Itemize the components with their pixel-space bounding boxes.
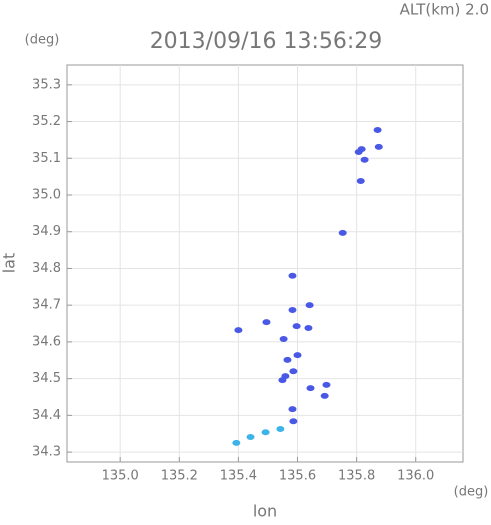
y-unit: (deg) [25,33,60,48]
x-tick-label: 135.0 [102,469,139,484]
echo-blob [283,356,292,363]
chart-subtitle: ALT(km) 2.0 [400,1,489,19]
x-unit: (deg) [454,485,489,500]
plot-frame [66,64,464,463]
x-tick-label: 135.2 [161,469,198,484]
x-tick-label: 135.8 [338,469,375,484]
echo-blob [373,127,382,134]
echo-blob [305,302,314,309]
y-tick-label: 35.2 [32,114,61,129]
echo-blob [246,434,255,441]
x-tick-label: 136.0 [397,469,434,484]
y-tick-label: 34.5 [32,371,61,386]
chart-title: 2013/09/16 13:56:29 [150,29,383,54]
echo-blob [374,143,383,150]
echo-blob [357,146,366,153]
y-tick-label: 35.0 [32,188,61,203]
echo-blob [306,385,315,392]
echo-blob [304,324,313,331]
echo-blob [234,327,243,334]
y-tick-label: 34.8 [32,261,61,276]
echo-blob [262,319,271,326]
y-tick-label: 34.7 [32,298,61,313]
echo-blob [292,323,301,330]
y-axis-label: lat [0,253,19,274]
y-tick-label: 34.9 [32,224,61,239]
echo-blob [320,392,329,399]
echo-blob [293,352,302,359]
echo-blob [360,156,369,163]
echo-blob [288,406,297,413]
echo-blob [288,272,297,279]
echo-blob [288,306,297,313]
x-tick-label: 135.6 [279,469,316,484]
x-tick-label: 135.4 [220,469,257,484]
echo-blob [338,229,347,236]
echo-blob [289,418,298,425]
echo-blob [278,377,287,384]
y-tick-label: 34.4 [32,408,61,423]
y-tick-label: 34.3 [32,445,61,460]
echo-blob [261,429,270,436]
echo-blob [356,178,365,185]
echo-blob [232,439,241,446]
echo-blob [276,425,285,432]
y-tick-label: 34.6 [32,334,61,349]
y-tick-label: 35.3 [32,77,61,92]
x-axis-label: lon [253,502,277,521]
echo-blob [279,335,288,342]
echo-blob [289,368,298,375]
echo-blob [322,381,331,388]
y-tick-label: 35.1 [32,151,61,166]
